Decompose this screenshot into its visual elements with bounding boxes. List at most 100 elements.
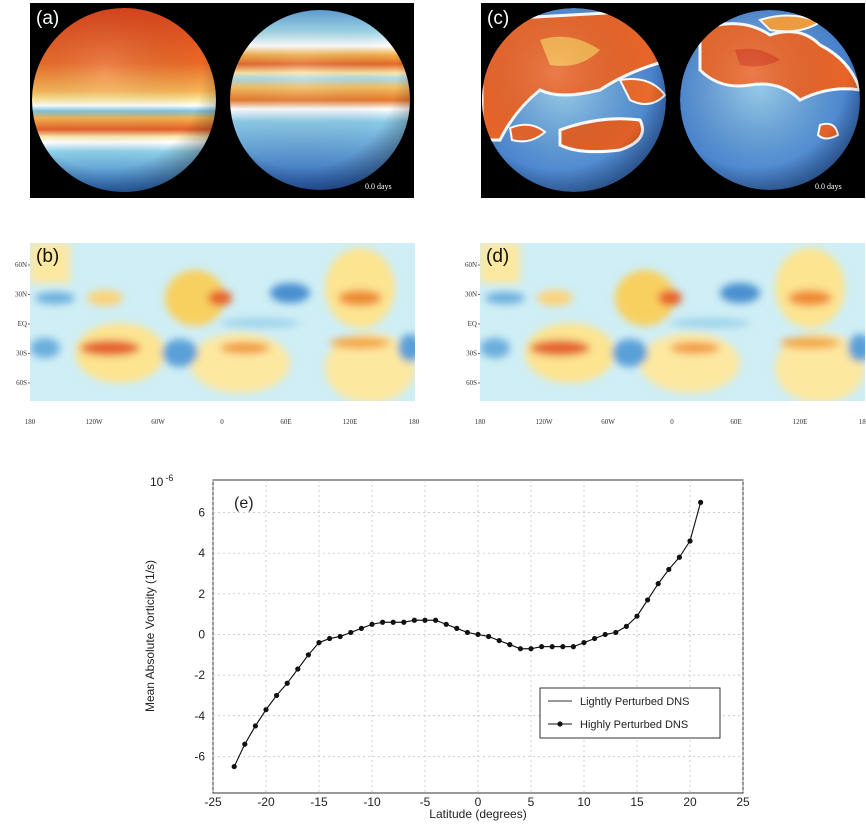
map-x-tick-label: 180 bbox=[859, 418, 866, 426]
map-x-tick-label: 120E bbox=[343, 418, 358, 426]
marker bbox=[603, 632, 608, 637]
marker bbox=[518, 646, 523, 651]
marker bbox=[306, 652, 311, 657]
marker bbox=[465, 630, 470, 635]
map-x-tick-label: 180 bbox=[25, 418, 36, 426]
y-multiplier-exponent: -6 bbox=[165, 473, 173, 483]
x-tick-label: 20 bbox=[683, 795, 697, 809]
x-tick-label: 10 bbox=[577, 795, 591, 809]
x-tick-label: -5 bbox=[420, 795, 431, 809]
marker bbox=[497, 638, 502, 643]
marker bbox=[581, 640, 586, 645]
legend-label: Highly Perturbed DNS bbox=[580, 719, 688, 731]
map-y-tick-label: EQ bbox=[18, 320, 27, 328]
marker bbox=[380, 620, 385, 625]
y-axis-title: Mean Absolute Vorticity (1/s) bbox=[143, 560, 157, 712]
y-tick-label: 0 bbox=[198, 627, 205, 641]
marker bbox=[507, 642, 512, 647]
map-x-tick-label: 60W bbox=[151, 418, 165, 426]
marker bbox=[645, 597, 650, 602]
legend-label: Lightly Perturbed DNS bbox=[580, 696, 689, 708]
y-tick-label: -2 bbox=[194, 668, 205, 682]
panel-label: (e) bbox=[234, 495, 254, 512]
panel-label: (d) bbox=[486, 246, 509, 267]
map-y-tick-label: 60N bbox=[465, 261, 477, 269]
marker bbox=[412, 618, 417, 623]
marker bbox=[327, 636, 332, 641]
y-multiplier: 10-6 bbox=[150, 473, 173, 489]
x-tick-label: 15 bbox=[630, 795, 644, 809]
map-x-tick-label: 60E bbox=[280, 418, 291, 426]
x-tick-label: -15 bbox=[310, 795, 328, 809]
map-x-tick-label: 120W bbox=[85, 418, 103, 426]
map-y-tick-label: 30N bbox=[15, 291, 27, 299]
map bbox=[480, 243, 866, 403]
marker bbox=[666, 567, 671, 572]
marker bbox=[528, 646, 533, 651]
map-x-tick-label: 120E bbox=[793, 418, 808, 426]
marker bbox=[253, 723, 258, 728]
time-label: 0.0 days bbox=[815, 182, 842, 191]
x-tick-label: -25 bbox=[204, 795, 222, 809]
map-y-tick-label: 30S bbox=[466, 350, 477, 358]
x-tick-label: 0 bbox=[475, 795, 482, 809]
marker bbox=[677, 555, 682, 560]
figure: (a) 0.0 days (c) 0.0 days (b) (d) 180 120… bbox=[0, 0, 866, 824]
marker bbox=[401, 620, 406, 625]
x-tick-label: -20 bbox=[257, 795, 275, 809]
marker bbox=[550, 644, 555, 649]
map-y-tick-label: 30S bbox=[16, 350, 27, 358]
map-y-tick-label: EQ bbox=[468, 320, 477, 328]
panel-label: (a) bbox=[36, 8, 59, 29]
time-label: 0.0 days bbox=[365, 182, 392, 191]
marker bbox=[539, 644, 544, 649]
marker bbox=[634, 614, 639, 619]
x-tick-label: -10 bbox=[363, 795, 381, 809]
sphere-shade bbox=[482, 8, 666, 192]
marker bbox=[592, 636, 597, 641]
panel-label: (b) bbox=[36, 246, 59, 267]
sphere-shade bbox=[32, 8, 216, 192]
marker bbox=[285, 681, 290, 686]
marker bbox=[687, 538, 692, 543]
marker bbox=[391, 620, 396, 625]
marker bbox=[433, 618, 438, 623]
map-y-tick-label: 60S bbox=[16, 379, 27, 387]
marker bbox=[444, 622, 449, 627]
marker bbox=[698, 500, 703, 505]
marker bbox=[475, 632, 480, 637]
marker bbox=[369, 622, 374, 627]
x-tick-label: 5 bbox=[528, 795, 535, 809]
marker bbox=[338, 634, 343, 639]
map-x-tick-label: 120W bbox=[535, 418, 553, 426]
map-x-tick-label: 0 bbox=[220, 418, 224, 426]
map-y-tick-label: 60N bbox=[15, 261, 27, 269]
map-x-tick-label: 0 bbox=[670, 418, 674, 426]
y-tick-label: 6 bbox=[198, 506, 205, 520]
marker bbox=[242, 742, 247, 747]
y-tick-label: 4 bbox=[198, 546, 205, 560]
y-tick-label: 2 bbox=[198, 587, 205, 601]
marker bbox=[560, 644, 565, 649]
map-x-tick-label: 60E bbox=[730, 418, 741, 426]
marker bbox=[571, 644, 576, 649]
legend-marker bbox=[557, 721, 562, 726]
marker bbox=[348, 630, 353, 635]
sphere-shade bbox=[230, 10, 410, 190]
map-x-tick-label: 60W bbox=[601, 418, 615, 426]
marker bbox=[274, 693, 279, 698]
marker bbox=[624, 624, 629, 629]
marker bbox=[613, 630, 618, 635]
x-axis-title: Latitude (degrees) bbox=[429, 807, 526, 821]
marker bbox=[359, 626, 364, 631]
marker bbox=[263, 707, 268, 712]
map bbox=[30, 243, 422, 403]
y-multiplier-base: 10 bbox=[150, 475, 164, 489]
sphere-shade bbox=[680, 10, 860, 190]
x-tick-label: 25 bbox=[736, 795, 750, 809]
map-y-tick-label: 30N bbox=[465, 291, 477, 299]
marker bbox=[454, 626, 459, 631]
panel-label: (c) bbox=[487, 8, 509, 29]
y-tick-label: -6 bbox=[194, 749, 205, 763]
y-tick-label: -4 bbox=[194, 709, 205, 723]
